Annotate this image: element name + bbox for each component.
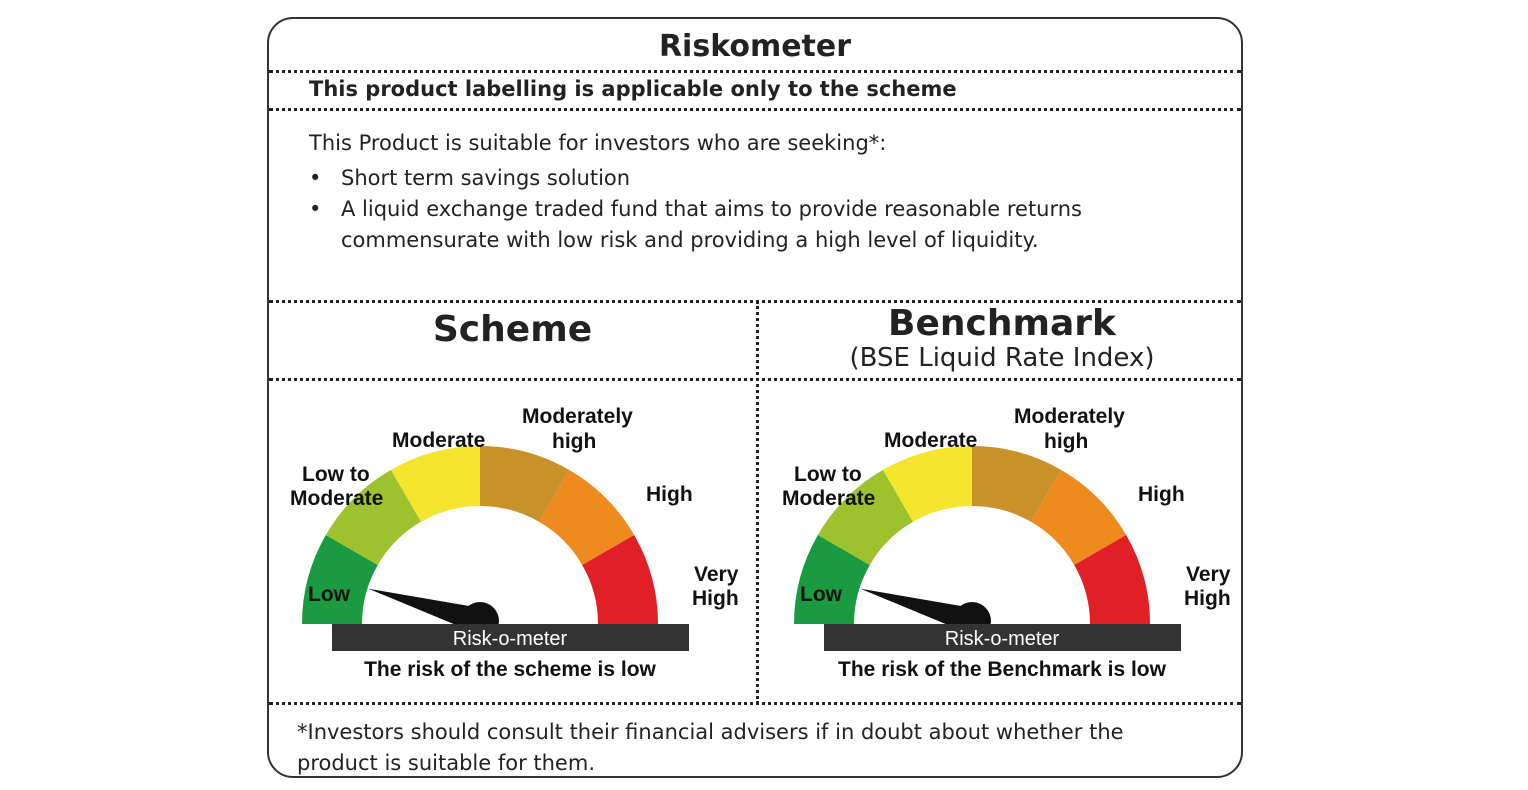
- riskometer-bar-label: Risk-o-meter: [945, 628, 1060, 650]
- gauge-segment-low: [302, 535, 378, 624]
- risk-statement: The risk of the scheme is low: [364, 658, 656, 681]
- label-high: High: [646, 483, 693, 506]
- gauge-segment-low-to-moderate: [817, 469, 913, 565]
- label-very-high-2: High: [692, 587, 739, 610]
- gauge-segment-low: [794, 535, 870, 624]
- riskometer-bar: [824, 624, 1181, 651]
- label-moderately-high-2: high: [552, 430, 596, 453]
- label-moderately-high-1: Moderately: [1014, 405, 1125, 428]
- gauge-segment-moderate: [391, 446, 480, 522]
- benchmark-gauge: Risk-o-meter The risk of the Benchmark i…: [782, 405, 1231, 681]
- footnote: *Investors should consult their financia…: [297, 720, 1124, 775]
- label-moderately-high-2: high: [1044, 430, 1088, 453]
- label-low: Low: [800, 583, 843, 606]
- divider: [269, 108, 1241, 111]
- label-low: Low: [308, 583, 351, 606]
- suitability-intro: This Product is suitable for investors w…: [309, 131, 887, 155]
- list-item: A liquid exchange traded fund that aims …: [309, 194, 1201, 256]
- gauge-segments: [794, 446, 1150, 624]
- label-very-high-2: High: [1184, 587, 1231, 610]
- suitability-list: Short term savings solution A liquid exc…: [309, 163, 1201, 256]
- gauge-segment-very-high: [582, 535, 658, 624]
- label-low-to-moderate-2: Moderate: [290, 487, 383, 510]
- divider: [269, 378, 1241, 381]
- gauge-segment-high: [539, 469, 635, 565]
- divider: [269, 300, 1241, 303]
- benchmark-riskometer: Risk-o-meter The risk of the Benchmark i…: [782, 403, 1231, 693]
- gauge-segment-low-to-moderate: [325, 469, 421, 565]
- benchmark-subheading: (BSE Liquid Rate Index): [849, 343, 1155, 373]
- label-low-to-moderate-1: Low to: [794, 463, 862, 486]
- gauge-segment-moderate: [883, 446, 972, 522]
- scheme-riskometer: Risk-o-meter The risk of the scheme is l…: [290, 403, 739, 693]
- page-title: Riskometer: [658, 29, 852, 64]
- divider: [269, 702, 1241, 705]
- scheme-gauge: Risk-o-meter The risk of the scheme is l…: [290, 405, 739, 681]
- label-low-to-moderate-2: Moderate: [782, 487, 875, 510]
- column-divider: [756, 301, 759, 704]
- riskometer-bar: [332, 624, 689, 651]
- label-low-to-moderate-1: Low to: [302, 463, 370, 486]
- gauge-segment-moderately-high: [480, 446, 569, 522]
- riskometer-bar-label: Risk-o-meter: [453, 628, 568, 650]
- gauge-segment-very-high: [1074, 535, 1150, 624]
- label-moderate: Moderate: [392, 429, 485, 452]
- divider: [269, 70, 1241, 73]
- list-item: Short term savings solution: [309, 163, 1201, 194]
- label-high: High: [1138, 483, 1185, 506]
- gauge-segments: [302, 446, 658, 624]
- gauge-needle: [860, 588, 976, 634]
- gauge-segment-high: [1031, 469, 1127, 565]
- riskometer-card: Riskometer This product labelling is app…: [267, 17, 1243, 778]
- label-very-high-1: Very: [1186, 563, 1231, 586]
- gauge-segment-moderately-high: [972, 446, 1061, 522]
- label-moderate: Moderate: [884, 429, 977, 452]
- benchmark-heading: Benchmark: [888, 303, 1116, 344]
- label-moderately-high-1: Moderately: [522, 405, 633, 428]
- gauge-needle: [368, 588, 484, 634]
- risk-statement: The risk of the Benchmark is low: [838, 658, 1167, 681]
- scheme-heading: Scheme: [432, 309, 593, 350]
- label-very-high-1: Very: [694, 563, 739, 586]
- labelling-note: This product labelling is applicable onl…: [309, 77, 957, 101]
